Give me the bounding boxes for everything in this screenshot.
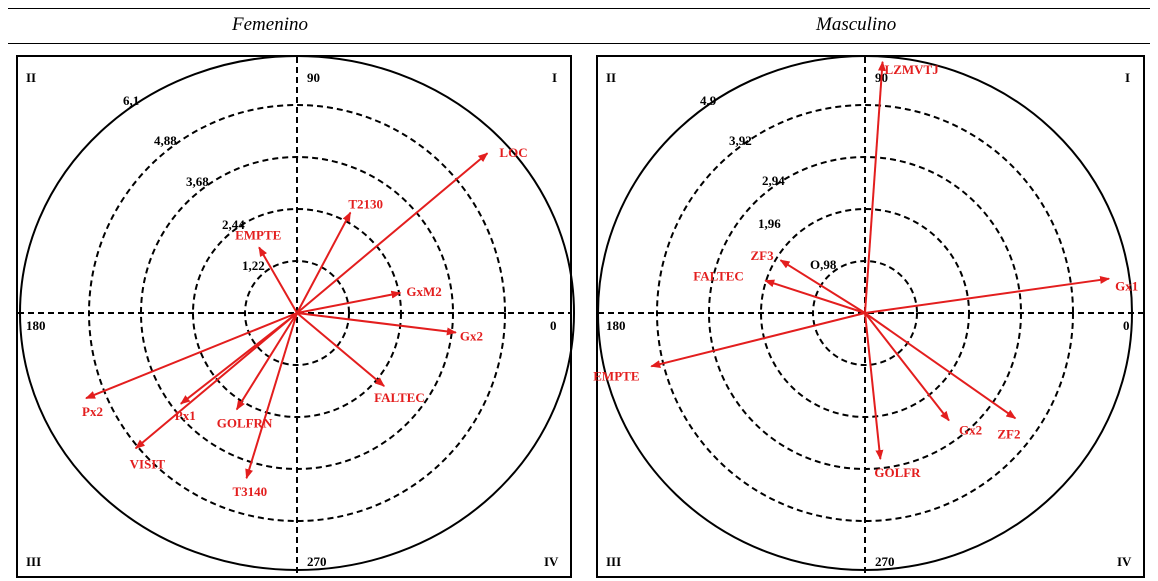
vector-arrow <box>296 312 385 387</box>
vector-label: LOC <box>499 145 527 160</box>
quadrant-label-ii: II <box>26 70 36 85</box>
axis-label-180: 180 <box>26 318 46 333</box>
vector-label: ZF3 <box>750 248 774 263</box>
vector-arrow <box>296 290 402 314</box>
vector-arrow <box>296 211 352 314</box>
vector-label: FALTEC <box>693 269 744 284</box>
ring-value-label: 2,94 <box>762 173 785 188</box>
ring-value-label: O,98 <box>810 257 837 272</box>
quadrant-label-i: I <box>552 70 557 85</box>
ring-value-label: 2,44 <box>222 217 245 232</box>
header-rule <box>8 43 1150 44</box>
axis-label-180: 180 <box>606 318 626 333</box>
top-rule <box>8 8 1150 9</box>
ring-value-label: 6,1 <box>123 93 139 108</box>
vector-label: FALTEC <box>374 390 425 405</box>
ring-value-label: 3,68 <box>186 174 209 189</box>
vector-arrow <box>779 259 866 314</box>
quadrant-label-i: I <box>1125 70 1130 85</box>
quadrant-label-iv: IV <box>544 554 559 569</box>
vector-label: ZF2 <box>997 426 1020 441</box>
polar-diagram-masculino: IIIIIIIV901800270O,981,962,943,924,9LZMV… <box>593 55 1145 578</box>
vector-label: VISIT <box>130 456 166 471</box>
vector-label: EMPTE <box>593 368 639 383</box>
header-femenino: Femenino <box>232 14 308 35</box>
vector-label: Px1 <box>175 408 196 423</box>
vector-label: Gx2 <box>460 329 483 344</box>
vector-label: GOLFRN <box>217 415 273 430</box>
axis-label-270: 270 <box>875 554 895 569</box>
vector-label: Px2 <box>82 404 103 419</box>
vector-label: T3140 <box>232 484 267 499</box>
vector-arrow <box>134 312 298 450</box>
vector-arrow <box>296 152 489 314</box>
quadrant-label-ii: II <box>606 70 616 85</box>
quadrant-label-iii: III <box>26 554 41 569</box>
ring-value-label: 4,88 <box>154 133 177 148</box>
vector-arrow <box>258 246 298 314</box>
ring-value-label: 4,9 <box>700 93 717 108</box>
header-masculino: Masculino <box>816 14 897 35</box>
quadrant-label-iv: IV <box>1117 554 1132 569</box>
vector-label: GxM2 <box>406 284 441 299</box>
ring-value-label: 3,92 <box>729 133 752 148</box>
vector-arrow <box>864 312 950 422</box>
vector-arrow <box>864 60 886 314</box>
vector-label: Gx1 <box>1115 279 1138 294</box>
vector-arrow <box>245 312 298 480</box>
ring-value-label: 1,22 <box>242 258 265 273</box>
axis-label-0: 0 <box>1123 318 1130 333</box>
vector-label: GOLFR <box>874 465 921 480</box>
vector-label: EMPTE <box>235 227 281 242</box>
vector-arrow <box>650 312 866 368</box>
vector-arrow <box>235 312 298 411</box>
axis-label-270: 270 <box>307 554 327 569</box>
quadrant-label-iii: III <box>606 554 621 569</box>
vector-arrow <box>864 312 884 461</box>
ring-value-label: 1,96 <box>758 216 781 231</box>
vector-arrow <box>85 312 298 400</box>
vector-label: LZMVTJ <box>885 62 940 77</box>
axis-label-0: 0 <box>550 318 557 333</box>
vector-label: Gx2 <box>959 422 982 437</box>
vector-arrow <box>864 312 1017 420</box>
vector-arrow <box>864 275 1111 314</box>
vector-label: T2130 <box>348 197 383 212</box>
axis-label-90: 90 <box>307 70 320 85</box>
vector-arrow <box>296 312 457 336</box>
vector-arrow <box>764 279 866 314</box>
